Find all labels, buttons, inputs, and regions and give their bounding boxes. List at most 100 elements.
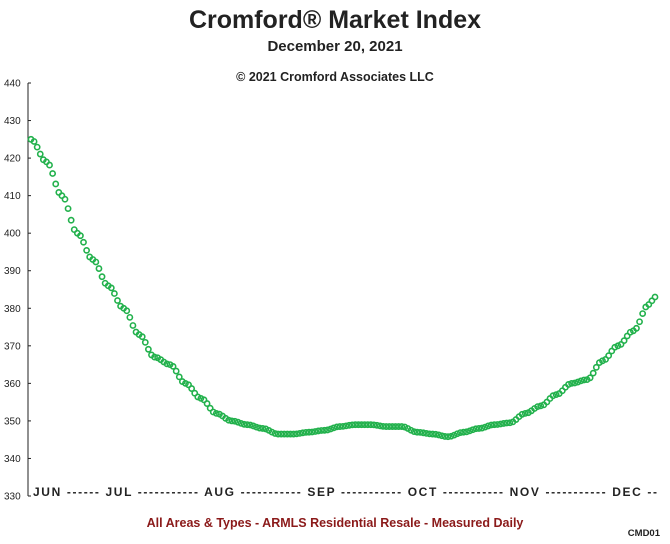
y-tick-label: 390 — [4, 266, 21, 277]
y-tick-label: 440 — [4, 79, 21, 90]
data-point — [243, 421, 251, 429]
data-point — [46, 161, 53, 169]
data-point — [188, 385, 196, 392]
data-point — [212, 409, 220, 417]
data-point — [92, 258, 100, 266]
data-point — [453, 430, 461, 438]
data-point — [172, 367, 180, 375]
data-point — [64, 205, 72, 213]
data-point — [503, 419, 511, 427]
data-point — [469, 426, 477, 434]
data-point — [151, 353, 158, 361]
data-point — [382, 423, 390, 430]
data-point — [413, 428, 421, 436]
y-tick-label: 420 — [4, 154, 21, 165]
data-point — [500, 420, 508, 427]
data-point — [250, 422, 257, 430]
data-point — [460, 428, 467, 436]
chart-subtitle: December 20, 2021 — [267, 38, 403, 55]
data-point — [423, 430, 430, 437]
data-point — [549, 392, 557, 400]
data-point — [373, 421, 381, 429]
data-point — [651, 293, 659, 301]
data-point — [246, 421, 254, 429]
data-point — [98, 273, 106, 281]
data-point — [370, 421, 378, 429]
data-point — [253, 423, 260, 431]
data-point — [163, 360, 171, 368]
data-point — [126, 313, 134, 321]
data-point — [633, 324, 640, 332]
data-point — [175, 373, 183, 381]
data-point — [256, 424, 263, 432]
data-point — [432, 430, 440, 438]
data-point — [497, 420, 504, 428]
y-axis-ticks: 330 340 350 360 370 380 390 400 410 420 430 440 — [4, 79, 31, 503]
data-point — [620, 337, 628, 345]
data-point — [506, 419, 514, 427]
data-point — [429, 430, 436, 438]
y-tick-label: 430 — [4, 116, 21, 127]
y-tick-label: 400 — [4, 229, 21, 240]
data-point — [321, 426, 328, 434]
data-point — [392, 423, 399, 430]
data-point — [80, 238, 87, 246]
data-point — [36, 150, 44, 158]
data-point — [385, 423, 393, 430]
data-point — [283, 430, 291, 438]
y-tick-label: 360 — [4, 379, 21, 390]
data-point — [95, 265, 103, 272]
data-point — [481, 423, 489, 431]
data-point — [296, 430, 304, 437]
data-point — [111, 290, 118, 297]
data-point — [534, 403, 542, 411]
y-tick-label: 410 — [4, 191, 21, 202]
data-point — [237, 419, 245, 427]
data-point — [571, 379, 579, 387]
data-point — [494, 421, 501, 428]
data-point — [114, 297, 121, 304]
data-point — [348, 421, 356, 429]
data-point — [339, 422, 347, 430]
x-axis-label: JUN ------ JUL ----------- AUG ---------… — [33, 485, 657, 499]
data-point — [456, 429, 464, 437]
chart-title: Cromford® Market Index — [188, 6, 482, 34]
data-point — [537, 402, 545, 410]
data-point — [351, 421, 359, 429]
data-point — [277, 430, 285, 438]
data-point — [605, 352, 613, 360]
y-tick-label: 380 — [4, 304, 21, 315]
data-point — [426, 430, 433, 438]
data-point — [228, 417, 236, 425]
y-tick-label: 350 — [4, 416, 21, 427]
data-point — [490, 421, 498, 429]
chart-code: CMD01 — [627, 528, 660, 539]
data-point — [466, 427, 474, 435]
data-point — [586, 374, 594, 382]
data-point — [311, 428, 319, 435]
y-tick-label: 330 — [4, 492, 21, 503]
series-points — [27, 135, 659, 441]
data-point — [376, 422, 384, 430]
data-point — [395, 423, 403, 430]
data-point — [302, 428, 310, 436]
data-point — [552, 391, 560, 399]
data-point — [565, 381, 572, 388]
data-point — [287, 430, 294, 438]
data-point — [314, 427, 322, 435]
data-point — [379, 422, 387, 430]
data-point — [77, 232, 84, 240]
data-point — [144, 345, 152, 353]
data-point — [639, 310, 647, 317]
data-point — [327, 425, 335, 433]
data-point — [435, 431, 443, 439]
copyright-notice: © 2021 Cromford Associates LLC — [236, 70, 434, 84]
data-point — [410, 428, 418, 436]
data-point — [203, 400, 211, 407]
data-point — [441, 433, 449, 440]
data-point — [33, 143, 41, 151]
chart-footer: All Areas & Types - ARMLS Residential Re… — [146, 516, 524, 530]
data-point — [240, 420, 248, 428]
data-point — [484, 422, 492, 430]
